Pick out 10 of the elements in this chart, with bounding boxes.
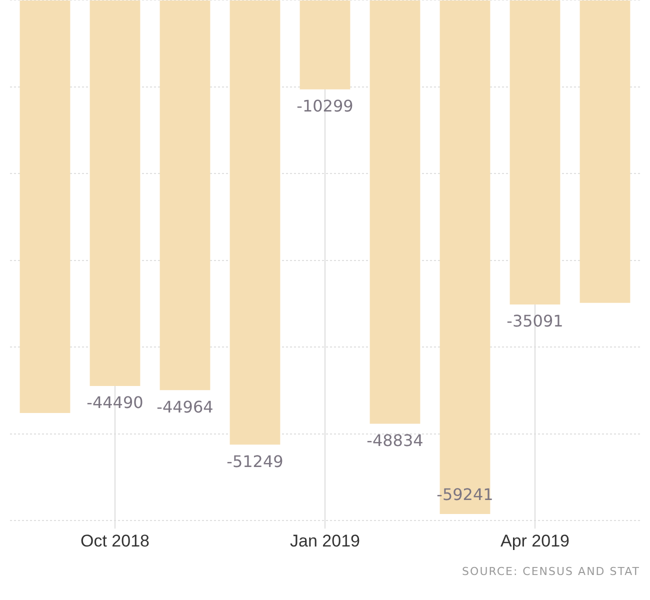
data-label: -35091 <box>506 312 564 331</box>
data-label: -44490 <box>86 393 144 412</box>
source-note: SOURCE: CENSUS AND STAT <box>462 565 640 578</box>
data-label: -48834 <box>366 430 424 450</box>
data-label: -10299 <box>296 96 354 116</box>
data-label: -44964 <box>156 397 214 416</box>
data-label: -51249 <box>226 452 284 471</box>
x-tick-label: Apr 2019 <box>500 531 570 550</box>
x-tick-label: Jan 2019 <box>290 531 360 550</box>
x-tick-label: Oct 2018 <box>80 531 150 550</box>
